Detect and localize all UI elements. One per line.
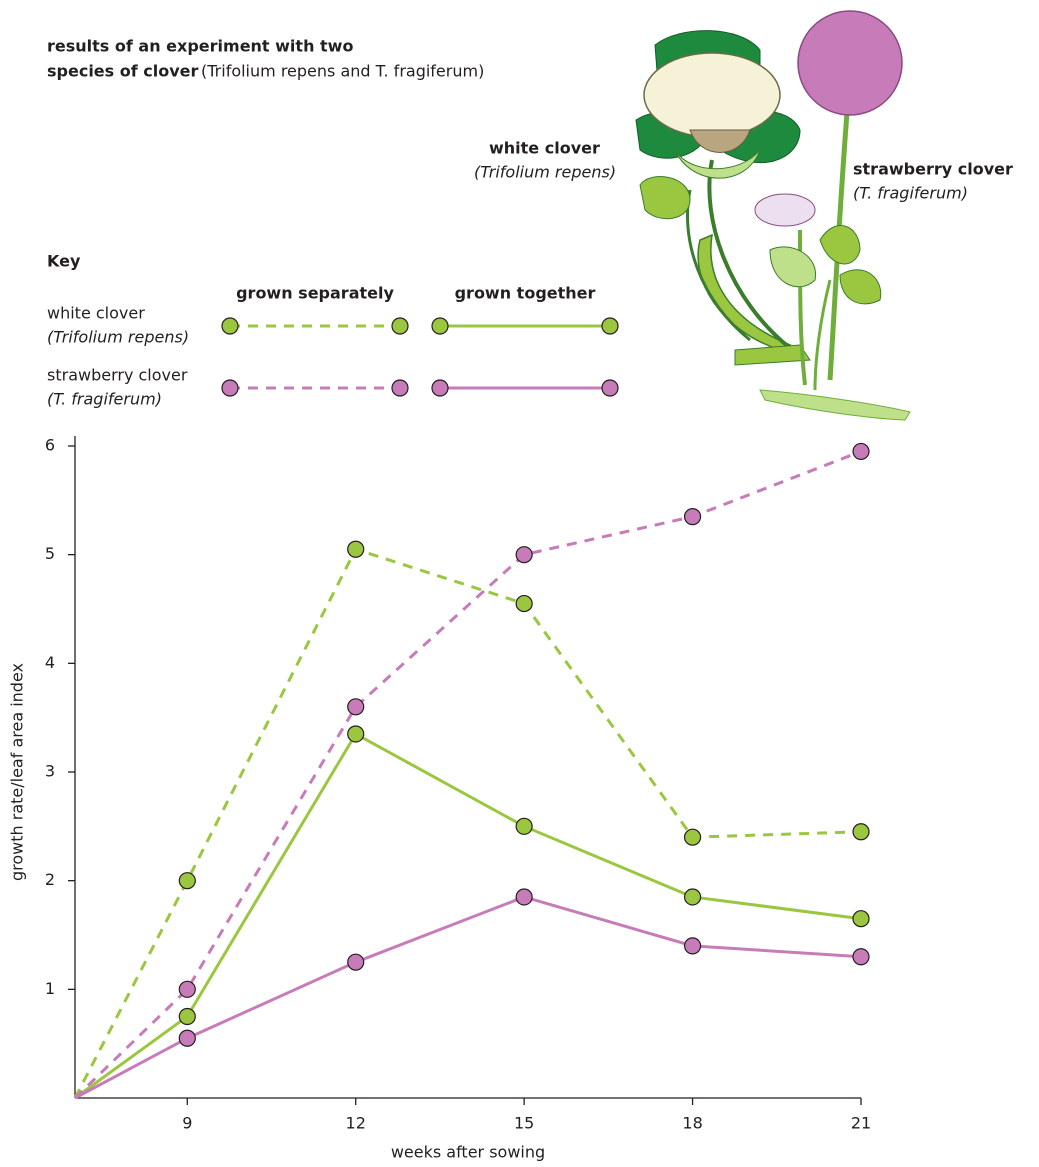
y-tick-label: 4 <box>45 653 55 672</box>
legend-marker <box>221 379 239 397</box>
data-point <box>178 1029 196 1047</box>
legend-column-label: grown separately <box>236 284 394 303</box>
data-point <box>347 540 365 558</box>
data-point <box>852 442 870 461</box>
data-point <box>347 698 365 716</box>
y-tick-label: 1 <box>45 979 55 998</box>
data-point <box>852 948 870 966</box>
x-tick-label: 21 <box>851 1114 871 1133</box>
legend-marker <box>431 379 449 397</box>
data-point <box>683 828 702 846</box>
data-point <box>515 546 533 564</box>
data-point <box>683 888 702 906</box>
legend-marker <box>431 317 449 335</box>
strawberry-clover-illustration <box>754 10 911 421</box>
y-tick-label: 2 <box>45 870 55 889</box>
y-tick-label: 6 <box>45 436 55 455</box>
data-point <box>347 725 365 743</box>
chart-title: species of clover <box>47 62 199 81</box>
white-clover-illustration <box>635 30 811 366</box>
legend-label: white clover <box>47 304 145 323</box>
data-point <box>178 980 196 998</box>
data-point <box>852 910 870 928</box>
legend-label: (T. fragiferum) <box>47 390 162 409</box>
legend-label: (Trifolium repens) <box>47 328 189 347</box>
legend-marker <box>221 317 239 335</box>
x-axis-label: weeks after sowing <box>391 1143 545 1162</box>
y-tick-label: 3 <box>45 762 55 781</box>
legend-marker <box>391 317 409 335</box>
illustration-name: white clover <box>489 139 600 158</box>
data-point <box>683 937 702 955</box>
legend-title: Key <box>47 252 81 271</box>
y-axis-label: growth rate/leaf area index <box>8 663 27 881</box>
legend-label: strawberry clover <box>47 366 188 385</box>
series-line <box>73 450 862 1100</box>
chart-subtitle: (Trifolium repens and T. fragiferum) <box>201 62 484 81</box>
y-tick-label: 5 <box>45 544 55 563</box>
data-point <box>515 888 533 906</box>
data-point <box>178 1007 196 1026</box>
x-tick-label: 9 <box>182 1114 192 1133</box>
illustration-name: strawberry clover <box>853 160 1013 179</box>
legend-marker <box>601 317 619 335</box>
chart-title: results of an experiment with two <box>47 37 353 56</box>
illustration-latin: (T. fragiferum) <box>853 184 968 203</box>
x-tick-label: 15 <box>514 1114 534 1133</box>
legend-column-label: grown together <box>455 284 596 303</box>
illustration-latin: (Trifolium repens) <box>474 163 616 182</box>
x-tick-label: 12 <box>346 1114 366 1133</box>
legend-marker <box>391 379 409 397</box>
series-line <box>74 895 862 1100</box>
data-point <box>515 817 533 835</box>
series-line <box>73 547 862 1099</box>
legend-marker <box>601 379 619 397</box>
data-point <box>852 823 870 841</box>
data-point <box>347 953 365 971</box>
x-tick-label: 18 <box>682 1114 702 1133</box>
data-point <box>683 508 702 526</box>
data-point <box>178 872 196 890</box>
data-point <box>515 594 533 613</box>
series-line <box>74 731 862 1100</box>
